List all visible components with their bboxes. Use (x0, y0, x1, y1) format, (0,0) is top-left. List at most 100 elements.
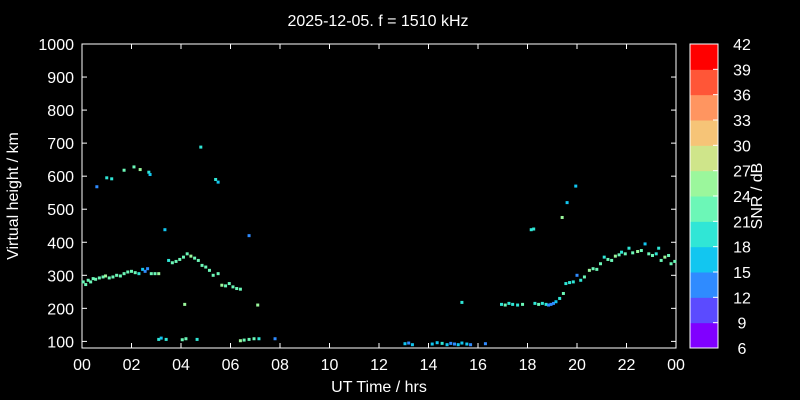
data-point (153, 272, 157, 276)
data-point (469, 343, 473, 347)
data-point (507, 301, 511, 305)
data-point (657, 246, 661, 250)
colorbar-tick-label: 27 (733, 164, 751, 181)
data-point (95, 185, 99, 189)
data-point (132, 165, 136, 169)
data-point (242, 338, 246, 342)
data-point (558, 296, 562, 300)
data-point (235, 287, 239, 291)
colorbar-segment (690, 246, 718, 273)
data-point (574, 184, 578, 188)
data-point (130, 269, 133, 273)
y-tick-label: 600 (47, 169, 74, 186)
data-point (81, 280, 85, 284)
data-point (521, 302, 525, 306)
x-tick-label: 18 (519, 357, 537, 374)
data-point (148, 173, 152, 177)
y-tick-label: 200 (47, 301, 74, 318)
colorbar-tick-label: 12 (733, 290, 751, 307)
data-point (227, 282, 231, 286)
data-point (533, 301, 537, 305)
data-point (627, 246, 631, 250)
data-point (430, 342, 434, 346)
y-axis: 100 200 300 400 500 600 700 800 900 1000 (38, 37, 676, 351)
y-tick-label: 400 (47, 235, 74, 252)
data-point (178, 257, 182, 261)
data-point (257, 337, 261, 341)
data-point (537, 302, 541, 306)
x-tick-label: 14 (420, 357, 438, 374)
colorbar-segment (690, 272, 718, 298)
colorbar-tick-label: 21 (733, 214, 751, 231)
data-point (163, 228, 167, 232)
data-point (403, 342, 407, 346)
x-tick-label: 00 (667, 357, 685, 374)
data-point (214, 177, 218, 181)
data-point (456, 343, 460, 347)
colorbar-segment (690, 120, 718, 146)
data-point (440, 341, 444, 345)
colorbar-label: SNR / dB (749, 163, 766, 230)
data-point (449, 341, 453, 345)
colorbar-tick-label: 36 (733, 88, 751, 105)
data-point (445, 343, 449, 347)
data-point (195, 337, 199, 341)
data-point (549, 302, 553, 306)
data-point (224, 284, 228, 288)
data-point (554, 300, 558, 304)
data-point (211, 273, 215, 277)
data-point (639, 249, 643, 253)
data-point (500, 302, 504, 306)
colorbar: 6 9 12 15 18 21 24 27 30 33 36 39 42 (689, 37, 751, 358)
data-point (216, 180, 220, 184)
data-point (110, 177, 114, 181)
data-point (101, 275, 105, 279)
data-point (143, 269, 147, 273)
data-point (104, 274, 108, 278)
data-point (183, 302, 187, 306)
data-point (138, 168, 142, 172)
data-point (111, 275, 115, 279)
data-point (669, 262, 673, 266)
data-point (200, 263, 204, 267)
data-point (599, 262, 603, 266)
data-point (591, 267, 595, 271)
data-point (503, 303, 507, 307)
data-point (540, 301, 544, 305)
data-point (483, 342, 487, 346)
data-point (137, 272, 141, 276)
data-point (133, 271, 137, 275)
colorbar-tick-label: 33 (733, 113, 751, 130)
data-point (164, 337, 168, 341)
data-point (631, 251, 635, 255)
data-point (650, 253, 654, 257)
data-point (97, 276, 101, 280)
data-point (544, 302, 548, 306)
y-axis-label: Virtual height / km (5, 132, 22, 260)
colorbar-segment (690, 170, 718, 197)
data-point (147, 170, 151, 174)
colorbar-tick-label: 15 (733, 265, 751, 282)
y-tick-label: 900 (47, 70, 74, 87)
data-point (174, 259, 178, 263)
data-point (565, 201, 569, 205)
data-point (220, 283, 224, 287)
data-point (587, 268, 591, 272)
colorbar-segment (690, 322, 718, 349)
data-point (146, 267, 150, 271)
colorbar-segment (690, 196, 718, 222)
data-point (532, 227, 536, 231)
data-point (452, 342, 456, 346)
data-point (199, 145, 203, 149)
x-axis-label: UT Time / hrs (331, 379, 427, 396)
data-point (654, 252, 658, 256)
data-point (180, 338, 184, 342)
data-point (84, 283, 88, 287)
x-tick-label: 06 (222, 357, 240, 374)
chart-title: 2025-12-05. f = 1510 kHz (287, 13, 468, 30)
data-point (613, 254, 617, 258)
colorbar-segment (690, 221, 718, 248)
data-point (107, 276, 111, 280)
x-tick-label: 02 (123, 357, 141, 374)
data-point (231, 285, 235, 289)
